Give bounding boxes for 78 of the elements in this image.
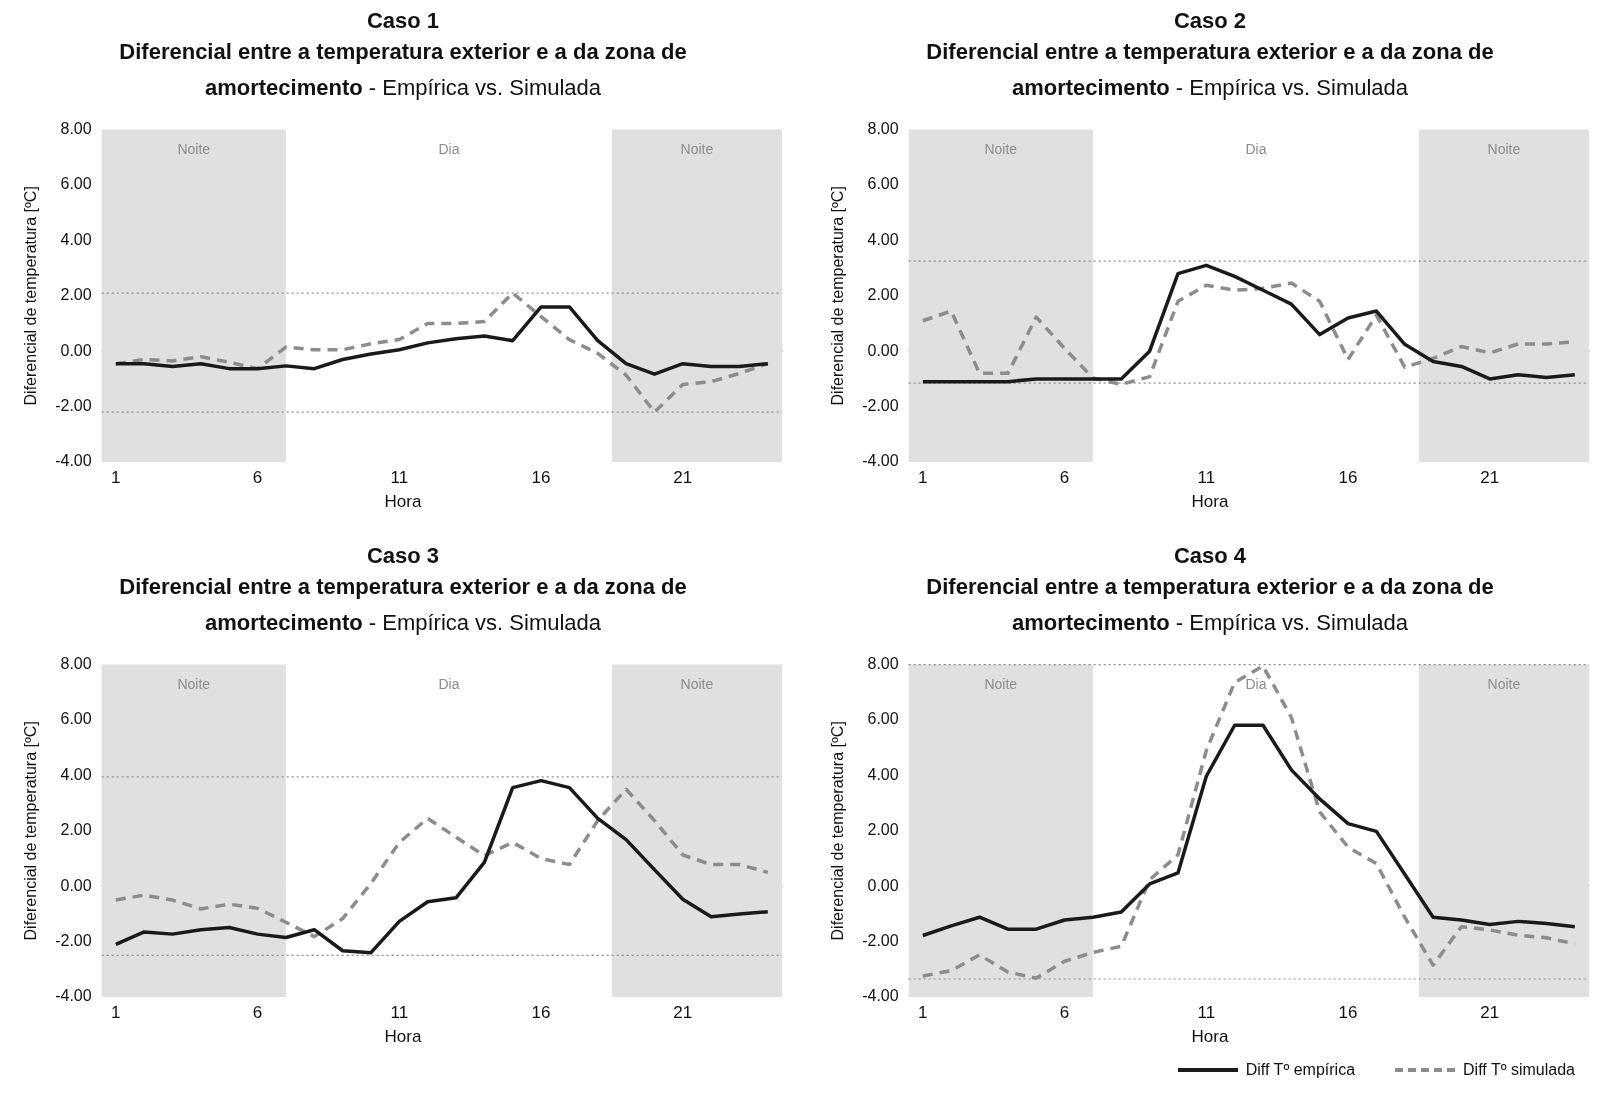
- band-label: Noite: [680, 676, 714, 693]
- y-tick-label: 8.00: [867, 655, 899, 673]
- y-tick-label: 6.00: [867, 175, 899, 193]
- chart-subtitle: Diferencial entre a temperatura exterior e a da zona de amortecimento - Empírica vs. Simulada: [119, 574, 687, 635]
- x-tick-label: 16: [1338, 1003, 1358, 1023]
- x-tick-label: 1: [918, 468, 928, 488]
- y-tick-label: -2.00: [862, 397, 899, 415]
- x-tick-label: 16: [531, 1003, 551, 1023]
- band-label: Noite: [177, 141, 211, 158]
- x-axis-title: Hora: [1191, 1027, 1229, 1047]
- y-tick-label: 8.00: [60, 655, 92, 673]
- x-tick-label: 11: [1197, 468, 1216, 488]
- chart-subtitle: Diferencial entre a temperatura exterior e a da zona de amortecimento - Empírica vs. Simulada: [926, 39, 1494, 100]
- y-tick-label: 2.00: [867, 821, 899, 839]
- x-tick-label: 6: [252, 468, 263, 488]
- y-tick-label: 6.00: [867, 710, 899, 728]
- chart-subtitle: Diferencial entre a temperatura exterior e a da zona de amortecimento - Empírica vs. Simulada: [119, 39, 687, 100]
- y-tick-label: 4.00: [867, 230, 899, 248]
- x-tick-label: 21: [673, 1003, 693, 1023]
- legend-label: Diff Tº simulada: [1463, 1061, 1575, 1079]
- y-tick-label: -4.00: [862, 987, 899, 1005]
- x-tick-label: 11: [390, 468, 409, 488]
- y-tick-label: -4.00: [55, 987, 92, 1005]
- y-tick-label: 0.00: [867, 876, 899, 894]
- y-tick-label: 6.00: [60, 175, 92, 193]
- x-tick-label: 6: [252, 1003, 263, 1023]
- y-tick-label: -2.00: [862, 932, 899, 950]
- y-tick-label: -2.00: [55, 932, 92, 950]
- x-tick-label: 21: [1480, 1003, 1500, 1023]
- band-label: Noite: [1487, 141, 1521, 158]
- band-label: Noite: [1487, 676, 1521, 693]
- x-tick-label: 1: [111, 1003, 121, 1023]
- y-axis-title: Diferencial de temperatura [ºC]: [829, 721, 847, 941]
- band-label: Dia: [438, 676, 460, 693]
- y-tick-label: 4.00: [867, 765, 899, 783]
- y-tick-label: 8.00: [867, 120, 899, 138]
- y-tick-label: -4.00: [862, 452, 899, 470]
- x-axis-title: Hora: [384, 1027, 422, 1047]
- y-tick-label: 4.00: [60, 230, 92, 248]
- band-label: Noite: [984, 676, 1018, 693]
- y-axis-title: Diferencial de temperatura [ºC]: [22, 721, 40, 941]
- band-label: Noite: [177, 676, 211, 693]
- chart-subtitle: Diferencial entre a temperatura exterior e a da zona de amortecimento - Empírica vs. Simulada: [926, 574, 1494, 635]
- band-label: Noite: [984, 141, 1018, 158]
- chart-title: Caso 2: [1173, 8, 1247, 34]
- legend-label: Diff Tº empírica: [1245, 1061, 1356, 1079]
- y-tick-label: 4.00: [60, 765, 92, 783]
- y-tick-label: 2.00: [60, 286, 92, 304]
- x-axis-title: Hora: [384, 492, 422, 512]
- chart-title: Caso 1: [366, 8, 440, 34]
- x-tick-label: 1: [918, 1003, 928, 1023]
- x-tick-label: 6: [1059, 1003, 1070, 1023]
- x-tick-label: 11: [390, 1003, 409, 1023]
- y-tick-label: 6.00: [60, 710, 92, 728]
- y-tick-label: 0.00: [60, 341, 92, 359]
- x-tick-label: 21: [673, 468, 693, 488]
- x-axis-title: Hora: [1191, 492, 1229, 512]
- y-axis-title: Diferencial de temperatura [ºC]: [22, 186, 40, 406]
- y-tick-label: 2.00: [867, 286, 899, 304]
- band-label: Dia: [438, 141, 460, 158]
- x-tick-label: 6: [1059, 468, 1070, 488]
- chart-title: Caso 4: [1173, 543, 1247, 569]
- y-tick-label: 2.00: [60, 821, 92, 839]
- band-label: Dia: [1245, 676, 1267, 693]
- band-label: Noite: [680, 141, 714, 158]
- x-tick-label: 1: [111, 468, 121, 488]
- y-tick-label: 0.00: [867, 341, 899, 359]
- y-tick-label: 8.00: [60, 120, 92, 138]
- y-tick-label: -4.00: [55, 452, 92, 470]
- x-tick-label: 16: [531, 468, 551, 488]
- x-tick-label: 21: [1480, 468, 1500, 488]
- chart-title: Caso 3: [366, 543, 440, 569]
- band-label: Dia: [1245, 141, 1267, 158]
- y-tick-label: -2.00: [55, 397, 92, 415]
- x-tick-label: 16: [1338, 468, 1358, 488]
- y-axis-title: Diferencial de temperatura [ºC]: [829, 186, 847, 406]
- y-tick-label: 0.00: [60, 876, 92, 894]
- x-tick-label: 11: [1197, 1003, 1216, 1023]
